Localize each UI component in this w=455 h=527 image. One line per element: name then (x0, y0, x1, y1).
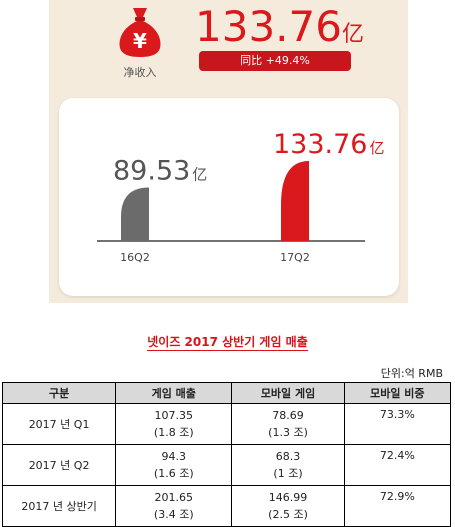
table-row: 2017 년 Q1 107.35 (1.8 조) 78.69 (1.3 조) 73.… (1, 403, 452, 445)
category-label-16Q2: 16Q2 (120, 251, 150, 264)
headline-revenue-unit: 亿 (341, 22, 364, 47)
bar-16Q2 (121, 187, 149, 241)
game-revenue-table: 구분 게임 매출 모바일 게임 모바일 비중 2017 년 Q1 107.35(… (1, 382, 452, 527)
mobile-revenue-cell: 78.69 (1.3 조) (231, 403, 345, 445)
mobile-share-cell: 72.4% (343, 444, 452, 486)
table-header-row: 구분 게임 매출 모바일 게임 모바일 비중 (1, 382, 452, 404)
bar-17Q2 (281, 161, 309, 241)
mobile-revenue-cell: 68.3 (1 조) (231, 444, 345, 486)
headline-revenue: 133.76亿 (195, 4, 364, 58)
mobile-share-cell: 72.9% (343, 485, 452, 527)
money-bag-icon: ¥ (119, 8, 161, 57)
header-game-revenue: 게임 매출 (115, 382, 233, 404)
header-mobile-game: 모바일 게임 (231, 382, 345, 404)
period-cell: 2017 년 상반기 (1, 485, 117, 527)
headline-revenue-value: 133.76 (195, 2, 342, 51)
mobile-revenue-cell: 146.99 (2.5 조) (231, 485, 345, 527)
data-label-16Q2: 89.53 亿 (113, 155, 207, 186)
game-revenue-cell: 107.35 (1.8 조) (115, 403, 233, 445)
data-label-17Q2: 133.76 亿 (273, 129, 385, 160)
header-mobile-share: 모바일 비중 (343, 382, 452, 404)
period-cell: 2017 년 Q2 (1, 444, 117, 486)
table-row: 2017 년 상반기 201.65 (3.4 조) 146.99 (2.5 조) 7… (1, 485, 452, 527)
table-row: 2017 년 Q2 94.3 (1.6 조) 68.3 (1 조) 72.4% (1, 444, 452, 486)
net-revenue-label: 净收入 (123, 66, 157, 79)
category-label-17Q2: 17Q2 (280, 251, 310, 264)
unit-note: 단위:억 RMB (380, 367, 443, 380)
period-cell: 2017 년 Q1 (1, 403, 117, 445)
game-revenue-cell: 201.65 (3.4 조) (115, 485, 233, 527)
table-title: 넷이즈 2017 상반기 게임 매출 (147, 335, 308, 351)
mobile-share-cell: 73.3% (343, 403, 452, 445)
revenue-comparison-card: 89.53 亿 16Q2 133.76 亿 17Q2 (59, 98, 399, 296)
yen-symbol: ¥ (133, 29, 147, 53)
game-revenue-cell: 94.3 (1.6 조) (115, 444, 233, 486)
revenue-bar-chart: 89.53 亿 16Q2 133.76 亿 17Q2 (97, 129, 385, 264)
header-period: 구분 (1, 382, 117, 404)
revenue-infographic: ¥ 净收入 133.76亿 同比 +49.4% 89.53 亿 16Q2 133.76… (49, 0, 408, 303)
yoy-growth-badge: 同比 +49.4% (199, 51, 351, 71)
